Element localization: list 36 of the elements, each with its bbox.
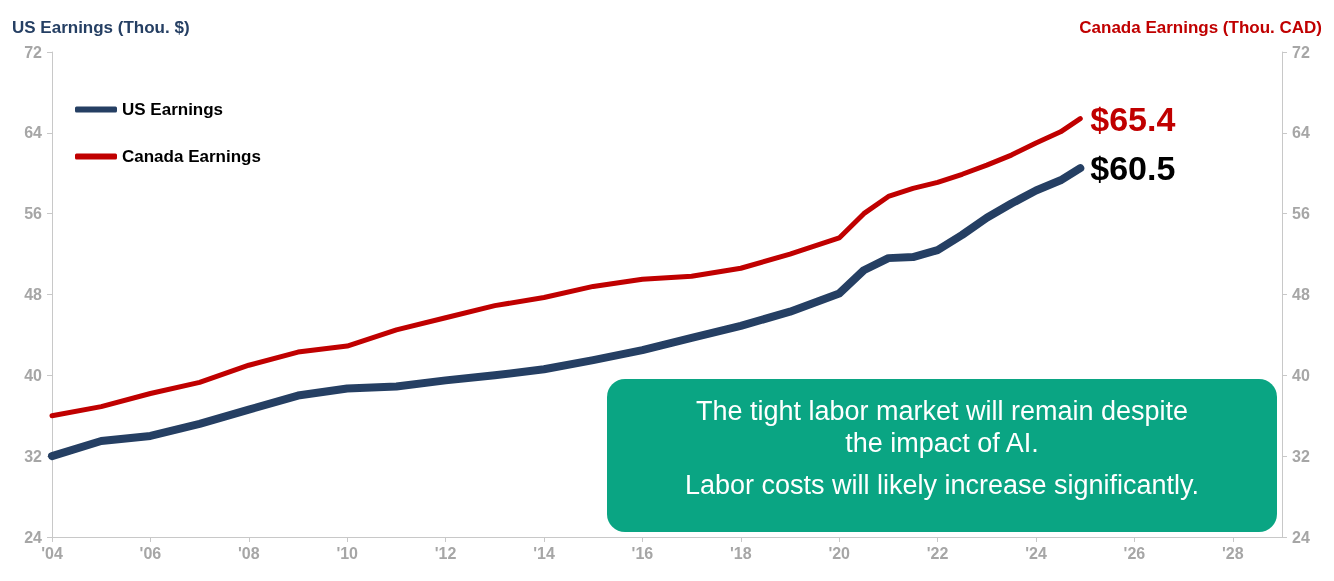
x-tick-label: '10 — [336, 544, 359, 562]
x-tick-label: '26 — [1123, 544, 1146, 562]
y-axis-title: US Earnings (Thou. $) — [12, 18, 190, 37]
y2-tick-label: 24 — [1292, 528, 1310, 546]
x-tick-label: '20 — [828, 544, 851, 562]
y2-tick-label: 48 — [1292, 286, 1310, 303]
data-label: $65.4 — [1090, 99, 1176, 138]
y2-tick-label: 40 — [1292, 366, 1310, 384]
x-tick-label: '24 — [1025, 544, 1047, 562]
x-tick-label: '08 — [238, 544, 260, 562]
legend-label: US Earnings — [122, 100, 224, 119]
x-tick-label: '22 — [926, 544, 949, 562]
x-tick-label: '12 — [434, 544, 457, 562]
y-tick-label: 56 — [24, 205, 43, 223]
y2-tick-label: 72 — [1292, 43, 1310, 61]
y-tick-label: 72 — [24, 43, 43, 61]
y2-tick-label: 64 — [1292, 124, 1310, 142]
y-tick-label: 64 — [24, 124, 43, 142]
y-tick-label: 32 — [24, 447, 43, 465]
y2-tick-label: 56 — [1292, 205, 1310, 223]
y-tick-label: 48 — [24, 286, 43, 303]
x-tick-label: '28 — [1222, 544, 1244, 562]
legend-label: Canada Earnings — [122, 147, 261, 166]
x-tick-label: '16 — [631, 544, 654, 562]
annotation: Labor costs will likely increase significantly. — [683, 469, 1201, 501]
x-tick-label: '04 — [41, 544, 63, 562]
x-tick-label: '18 — [730, 544, 752, 562]
y2-tick-label: 32 — [1292, 447, 1310, 465]
x-tick-label: '06 — [139, 544, 162, 562]
y-tick-label: 24 — [24, 528, 43, 546]
annotation: The tight labor market will remain despite the impact of AI. — [694, 395, 1190, 459]
y-tick-label: 40 — [24, 366, 43, 384]
data-label: $60.5 — [1090, 149, 1176, 188]
y2-axis-title: Canada Earnings (Thou. CAD) — [1079, 18, 1322, 37]
x-tick-label: '14 — [533, 544, 555, 562]
callout-box: The tight labor market will remain despite the impact of AI. Labor costs will likely increase significantly. — [607, 379, 1277, 532]
